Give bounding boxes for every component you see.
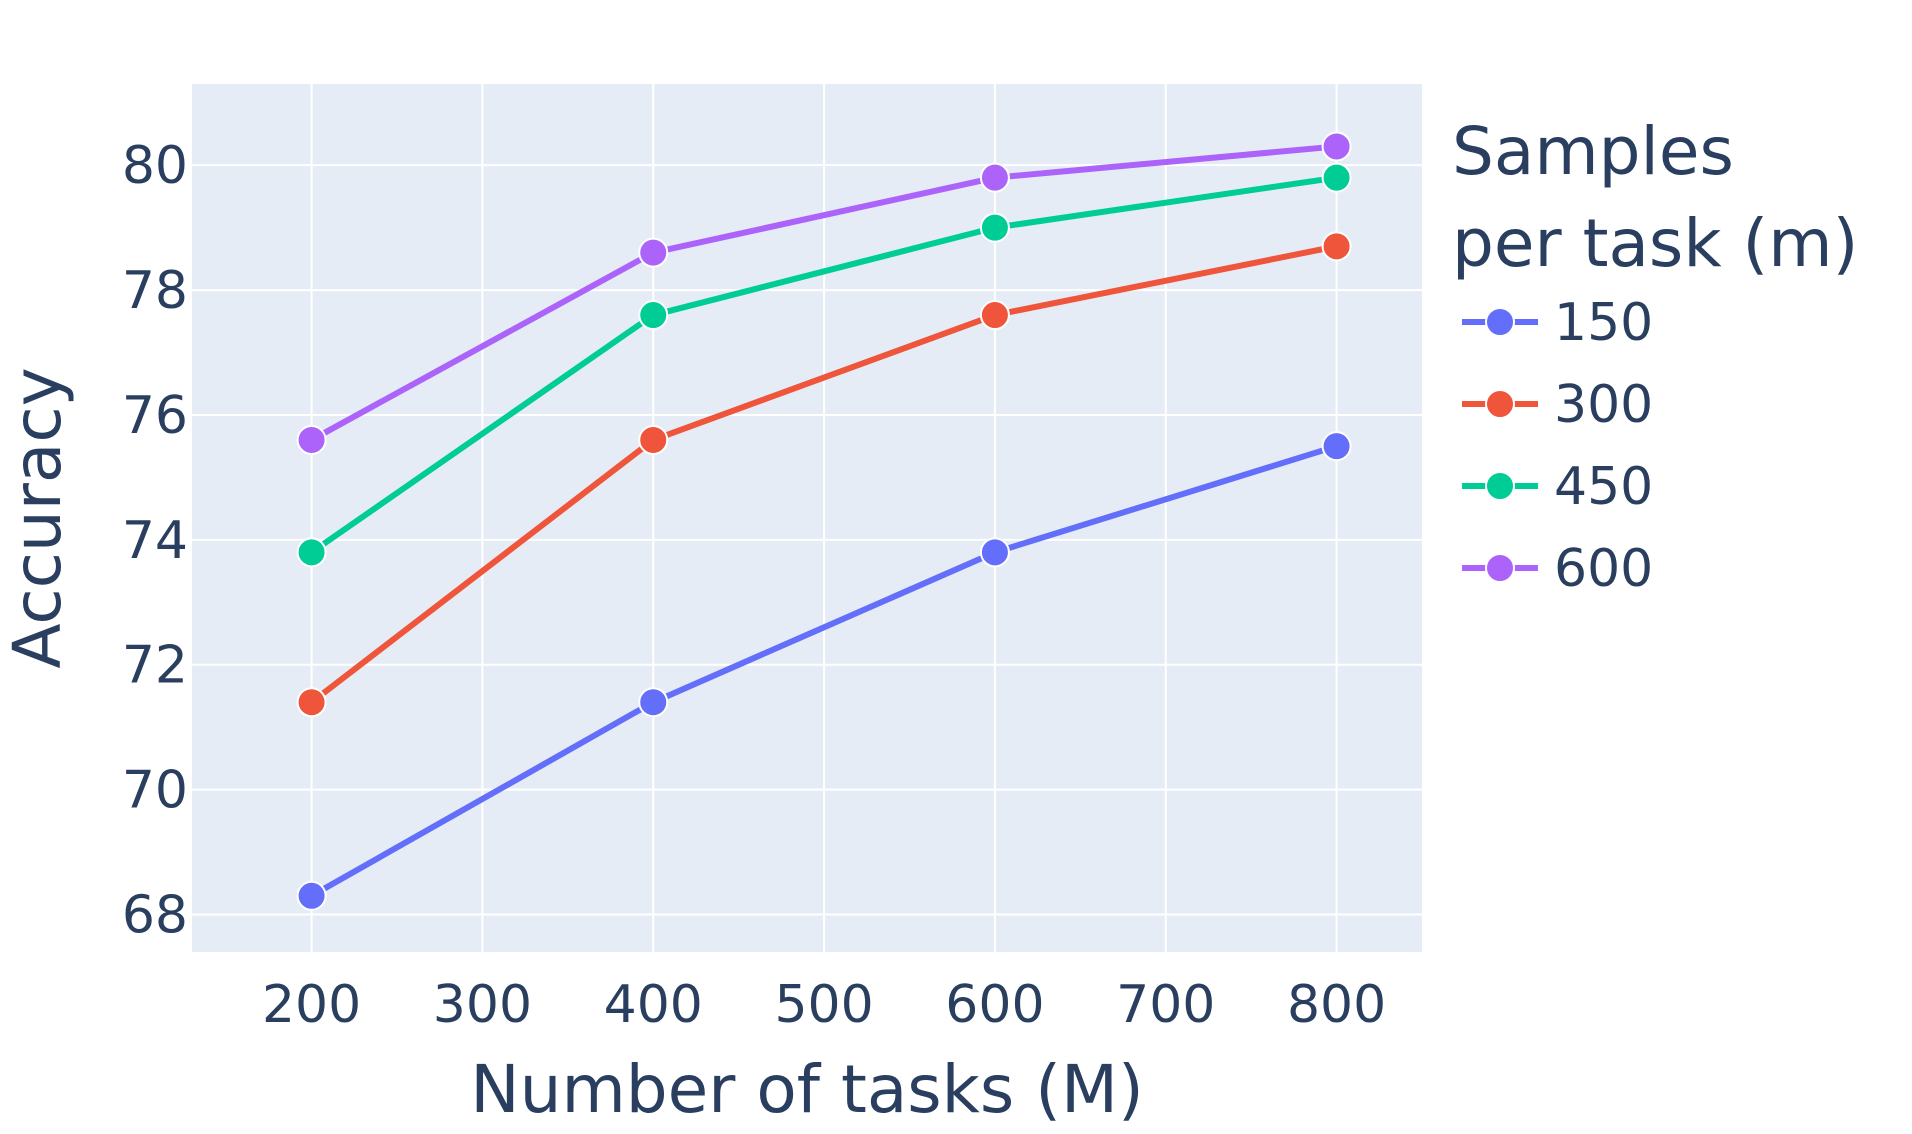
- y-tick-label: 74: [122, 511, 188, 571]
- series-line-450: [309, 174, 1338, 555]
- x-tick-label: 300: [433, 975, 532, 1035]
- data-point-150: [1321, 431, 1352, 462]
- data-point-600: [638, 237, 669, 268]
- data-point-450: [638, 300, 669, 331]
- legend-title-line-2: per task (m): [1452, 205, 1858, 282]
- legend-items: 150 300 450 600: [1462, 293, 1653, 599]
- y-tick-label: 68: [122, 886, 188, 946]
- legend-item-600[interactable]: 600: [1462, 539, 1653, 599]
- legend: Samples per task (m) 150 300 450 600: [1452, 113, 1858, 599]
- data-point-300: [1321, 231, 1352, 262]
- x-tick-label: 700: [1116, 975, 1215, 1035]
- y-tick-label: 80: [122, 136, 188, 196]
- legend-marker-150: [1485, 307, 1515, 337]
- legend-label-450: 450: [1554, 457, 1653, 517]
- data-point-300: [979, 300, 1010, 331]
- x-tick-label: 500: [774, 975, 873, 1035]
- legend-item-300[interactable]: 300: [1462, 375, 1653, 435]
- y-axis-title: Accuracy: [0, 367, 76, 668]
- x-tick-label: 800: [1287, 975, 1386, 1035]
- data-point-150: [638, 687, 669, 718]
- x-tick-label: 600: [945, 975, 1044, 1035]
- y-tick-label: 78: [122, 261, 188, 321]
- data-point-150: [296, 880, 327, 911]
- legend-label-600: 600: [1554, 539, 1653, 599]
- series-300: [296, 231, 1352, 718]
- y-tick-label: 76: [122, 386, 188, 446]
- data-point-300: [296, 687, 327, 718]
- legend-title-line-1: Samples: [1452, 113, 1734, 190]
- series-lines: [296, 131, 1352, 911]
- series-600: [296, 131, 1352, 455]
- series-450: [296, 162, 1352, 568]
- data-point-150: [979, 537, 1010, 568]
- legend-marker-450: [1485, 471, 1515, 501]
- x-axis-title: Number of tasks (M): [470, 1051, 1143, 1128]
- y-axis-ticks: 68 70 72 74 76 78 80: [122, 136, 188, 945]
- legend-item-150[interactable]: 150: [1462, 293, 1653, 353]
- data-point-600: [979, 162, 1010, 193]
- grid-lines: [192, 84, 1422, 952]
- y-tick-label: 72: [122, 636, 188, 696]
- data-point-450: [296, 537, 327, 568]
- plot-background: [192, 84, 1422, 952]
- data-point-450: [979, 212, 1010, 243]
- data-point-600: [1321, 131, 1352, 162]
- data-point-600: [296, 424, 327, 455]
- legend-marker-600: [1485, 553, 1515, 583]
- y-tick-label: 70: [122, 761, 188, 821]
- x-tick-label: 400: [604, 975, 703, 1035]
- x-axis-ticks: 200 300 400 500 600 700 800: [262, 975, 1386, 1035]
- series-150: [296, 431, 1352, 911]
- legend-marker-300: [1485, 389, 1515, 419]
- legend-label-300: 300: [1554, 375, 1653, 435]
- series-line-300: [309, 243, 1338, 705]
- series-line-150: [310, 443, 1338, 899]
- data-point-300: [638, 424, 669, 455]
- x-tick-label: 200: [262, 975, 361, 1035]
- legend-item-450[interactable]: 450: [1462, 457, 1653, 517]
- data-point-450: [1321, 162, 1352, 193]
- legend-label-150: 150: [1554, 293, 1653, 353]
- series-line-600: [310, 143, 1337, 443]
